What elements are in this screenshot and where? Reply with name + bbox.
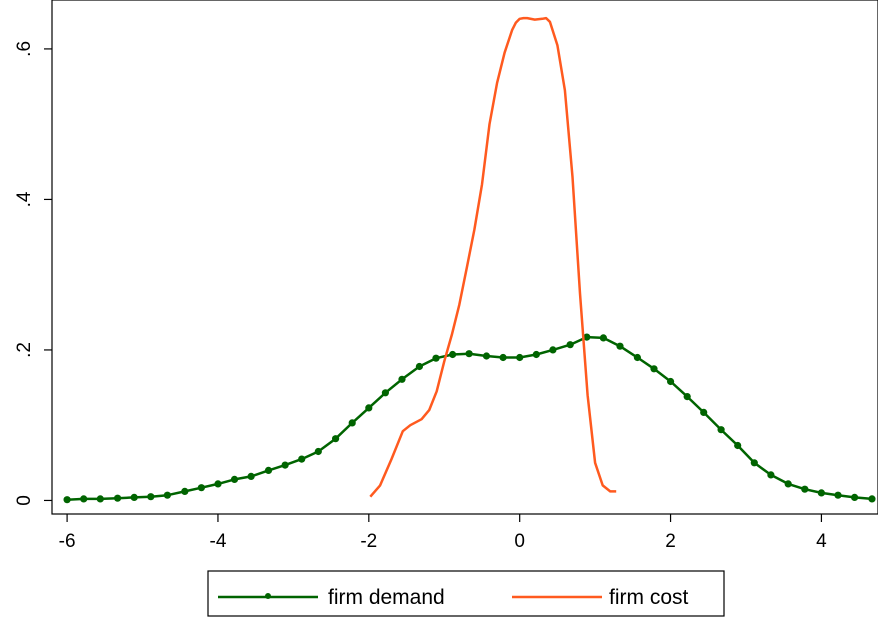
- data-point-firm-demand: [801, 485, 809, 493]
- series-layer: [63, 16, 876, 504]
- legend: firm demand firm cost: [207, 570, 725, 617]
- data-point-firm-demand: [817, 489, 826, 497]
- legend-label-firm-demand: firm demand: [328, 586, 445, 609]
- x-tick-label: -2: [360, 531, 377, 552]
- data-point-firm-demand: [314, 447, 322, 456]
- data-point-firm-demand: [784, 480, 792, 488]
- data-point-firm-demand: [616, 342, 624, 350]
- data-point-firm-demand: [63, 496, 71, 504]
- data-point-firm-demand: [197, 484, 205, 492]
- x-tick-label: 4: [816, 531, 827, 552]
- x-tick-label: 2: [665, 531, 676, 552]
- plot-area: [51, 0, 878, 515]
- data-point-firm-demand: [449, 350, 457, 359]
- x-tick-label: -6: [59, 531, 76, 552]
- data-point-firm-demand: [247, 472, 255, 480]
- data-point-firm-demand: [96, 495, 104, 503]
- data-point-firm-demand: [214, 480, 222, 488]
- data-point-firm-demand: [230, 475, 239, 483]
- y-tick-label: 0: [14, 495, 35, 506]
- data-point-firm-demand: [599, 334, 608, 342]
- data-point-firm-demand: [465, 350, 473, 358]
- data-point-firm-demand: [516, 353, 524, 362]
- data-point-firm-demand: [415, 362, 423, 371]
- data-point-firm-demand: [566, 341, 574, 349]
- legend-label-firm-cost: firm cost: [609, 586, 689, 609]
- legend-marker-firm-demand: [265, 593, 271, 599]
- data-point-firm-demand: [365, 404, 373, 412]
- series-line-firm-cost: [369, 16, 617, 498]
- data-point-firm-demand: [264, 466, 273, 474]
- data-point-firm-demand: [80, 495, 88, 503]
- data-point-firm-demand: [734, 441, 742, 450]
- y-tick-label: .6: [14, 41, 35, 57]
- data-point-firm-demand: [583, 333, 591, 341]
- data-point-firm-demand: [163, 491, 171, 499]
- data-point-firm-demand: [298, 455, 306, 463]
- data-point-firm-demand: [851, 493, 859, 501]
- data-point-firm-demand: [499, 353, 507, 362]
- legend-box: [207, 570, 725, 617]
- x-tick-label: -4: [210, 531, 227, 552]
- data-point-firm-demand: [381, 389, 389, 397]
- data-point-firm-demand: [114, 494, 122, 502]
- axis-layer: -6 -4 -2 0 2 4 0 .2 .4 .6: [14, 41, 827, 552]
- data-point-firm-demand: [717, 426, 725, 434]
- data-point-firm-demand: [767, 471, 775, 479]
- x-tick-label: 0: [514, 531, 525, 552]
- data-point-firm-demand: [281, 461, 289, 469]
- data-point-firm-demand: [130, 493, 138, 501]
- data-point-firm-demand: [147, 493, 155, 501]
- y-tick-label: .2: [14, 342, 35, 358]
- data-point-firm-demand: [700, 408, 708, 416]
- data-point-firm-demand: [868, 495, 876, 503]
- y-tick-label: .4: [14, 191, 35, 207]
- data-point-firm-demand: [650, 365, 658, 373]
- data-point-firm-demand: [549, 346, 557, 354]
- data-point-firm-demand: [348, 419, 356, 427]
- data-point-firm-demand: [398, 375, 406, 383]
- data-point-firm-demand: [750, 459, 758, 467]
- data-point-firm-demand: [432, 354, 440, 362]
- data-point-firm-demand: [683, 393, 691, 401]
- data-point-firm-demand: [532, 350, 540, 359]
- data-point-firm-demand: [482, 352, 491, 360]
- data-point-firm-demand: [834, 491, 842, 499]
- data-point-firm-demand: [633, 353, 642, 362]
- data-point-firm-demand: [332, 435, 340, 443]
- data-point-firm-demand: [181, 487, 189, 495]
- data-point-firm-demand: [667, 377, 675, 386]
